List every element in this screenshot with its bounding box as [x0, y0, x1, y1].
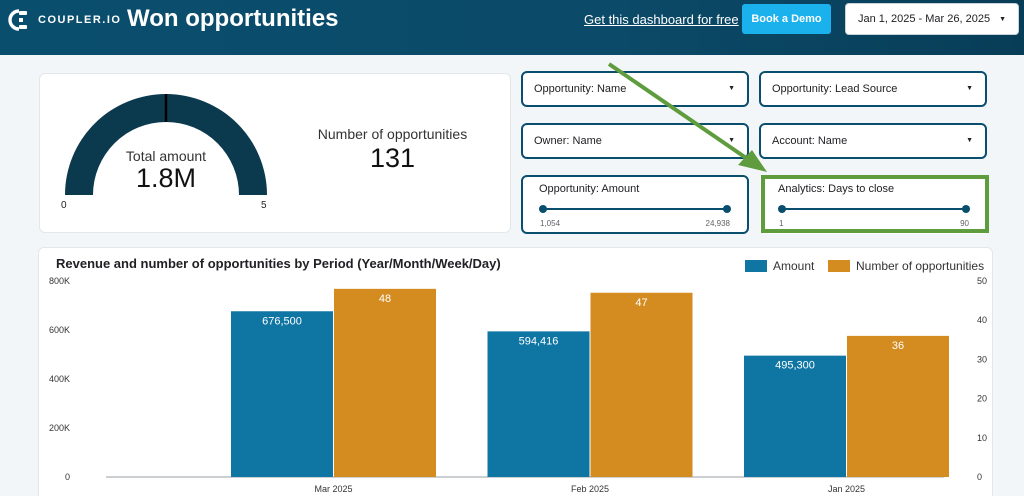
gauge-max-label: 5 [261, 200, 267, 211]
slider-track[interactable] [778, 205, 970, 213]
data-label-opportunities: 36 [892, 340, 904, 352]
gauge-arc [65, 94, 267, 195]
legend-label: Number of opportunities [856, 259, 985, 273]
chevron-down-icon: ▼ [966, 85, 973, 92]
legend-amount[interactable]: Amount [745, 259, 814, 273]
slider-title: Opportunity: Amount [539, 183, 640, 195]
count-value: 131 [369, 143, 416, 173]
filter-label: Account: Name [772, 135, 848, 147]
y-right-tick-label: 50 [977, 276, 987, 286]
revenue-bar-chart: 0 200K 400K 600K 800K 0 10 20 30 40 50 676,500 48 Mar… [49, 276, 987, 494]
book-demo-button[interactable]: Book a Demo [742, 4, 831, 34]
header-bar: COUPLER.IO Won opportunities Get this da… [0, 0, 1024, 55]
chevron-down-icon: ▼ [966, 137, 973, 144]
filter-opportunity-name[interactable]: Opportunity: Name ▼ [521, 71, 749, 107]
y-left-tick-label: 400K [49, 374, 70, 384]
coupler-logo-icon [8, 9, 27, 31]
slider-min-value: 1 [779, 219, 784, 228]
total-amount-gauge [65, 94, 267, 195]
chart-card: Revenue and number of opportunities by P… [38, 247, 993, 496]
bar-opportunities [334, 288, 436, 477]
slider-title: Analytics: Days to close [778, 183, 895, 195]
highlight-box [761, 175, 989, 233]
x-tick-label: Mar 2025 [314, 484, 352, 494]
bar-opportunities [847, 335, 949, 477]
slider-min-value: 1,054 [540, 219, 561, 228]
filter-owner-name[interactable]: Owner: Name ▼ [521, 123, 749, 159]
count-label: Number of opportunities [317, 126, 468, 142]
legend-swatch-amount [745, 260, 767, 272]
date-range-picker[interactable]: Jan 1, 2025 - Mar 26, 2025 ▼ [845, 3, 1019, 35]
y-right-tick-label: 0 [977, 472, 982, 482]
chart-title: Revenue and number of opportunities by P… [56, 256, 501, 271]
y-left-tick-label: 0 [65, 472, 70, 482]
filter-lead-source[interactable]: Opportunity: Lead Source ▼ [759, 71, 987, 107]
x-tick-label: Feb 2025 [571, 484, 609, 494]
slider-max-handle[interactable] [723, 205, 731, 213]
data-label-amount: 495,300 [775, 360, 815, 372]
kpi-card: Total amount 1.8M 0 5 Number of opportun… [39, 73, 511, 233]
bar-amount [487, 331, 590, 477]
filter-label: Opportunity: Lead Source [772, 83, 898, 95]
coupler-logo[interactable]: COUPLER.IO [8, 9, 121, 31]
filter-account-name[interactable]: Account: Name ▼ [759, 123, 987, 159]
slider-max-handle[interactable] [962, 205, 970, 213]
filter-label: Opportunity: Name [534, 83, 627, 95]
y-right-tick-label: 30 [977, 354, 987, 364]
x-tick-label: Jan 2025 [828, 484, 865, 494]
gauge-value: 1.8M [135, 163, 197, 193]
legend-count[interactable]: Number of opportunities [828, 259, 984, 273]
y-right-tick-label: 20 [977, 394, 987, 404]
chevron-down-icon: ▼ [999, 16, 1006, 23]
y-right-tick-label: 40 [977, 315, 987, 325]
chevron-down-icon: ▼ [728, 85, 735, 92]
y-left-tick-label: 800K [49, 276, 70, 286]
y-left-tick-label: 600K [49, 325, 70, 335]
gauge-label: Total amount [125, 148, 207, 164]
y-left-tick-label: 200K [49, 423, 70, 433]
bar-opportunities [590, 292, 693, 477]
amount-range-slider[interactable]: Opportunity: Amount 1,054 24,938 [521, 175, 749, 234]
bar-amount [744, 355, 846, 477]
slider-max-value: 24,938 [705, 219, 730, 228]
y-right-tick-label: 10 [977, 433, 987, 443]
logo-text: COUPLER.IO [38, 14, 122, 26]
bar-amount [231, 311, 333, 477]
legend-label: Amount [773, 259, 815, 273]
get-dashboard-link[interactable]: Get this dashboard for free [584, 12, 739, 27]
gauge-min-label: 0 [61, 200, 67, 211]
data-label-opportunities: 47 [635, 297, 647, 309]
chevron-down-icon: ▼ [728, 137, 735, 144]
slider-track[interactable] [539, 205, 731, 213]
page-title: Won opportunities [127, 5, 339, 32]
filter-label: Owner: Name [534, 135, 602, 147]
slider-min-handle[interactable] [539, 205, 547, 213]
data-label-amount: 594,416 [519, 335, 559, 347]
legend-swatch-count [828, 260, 850, 272]
data-label-amount: 676,500 [262, 315, 302, 327]
slider-min-handle[interactable] [778, 205, 786, 213]
data-label-opportunities: 48 [379, 293, 391, 305]
slider-max-value: 90 [960, 219, 969, 228]
date-range-value: Jan 1, 2025 - Mar 26, 2025 [858, 13, 991, 25]
